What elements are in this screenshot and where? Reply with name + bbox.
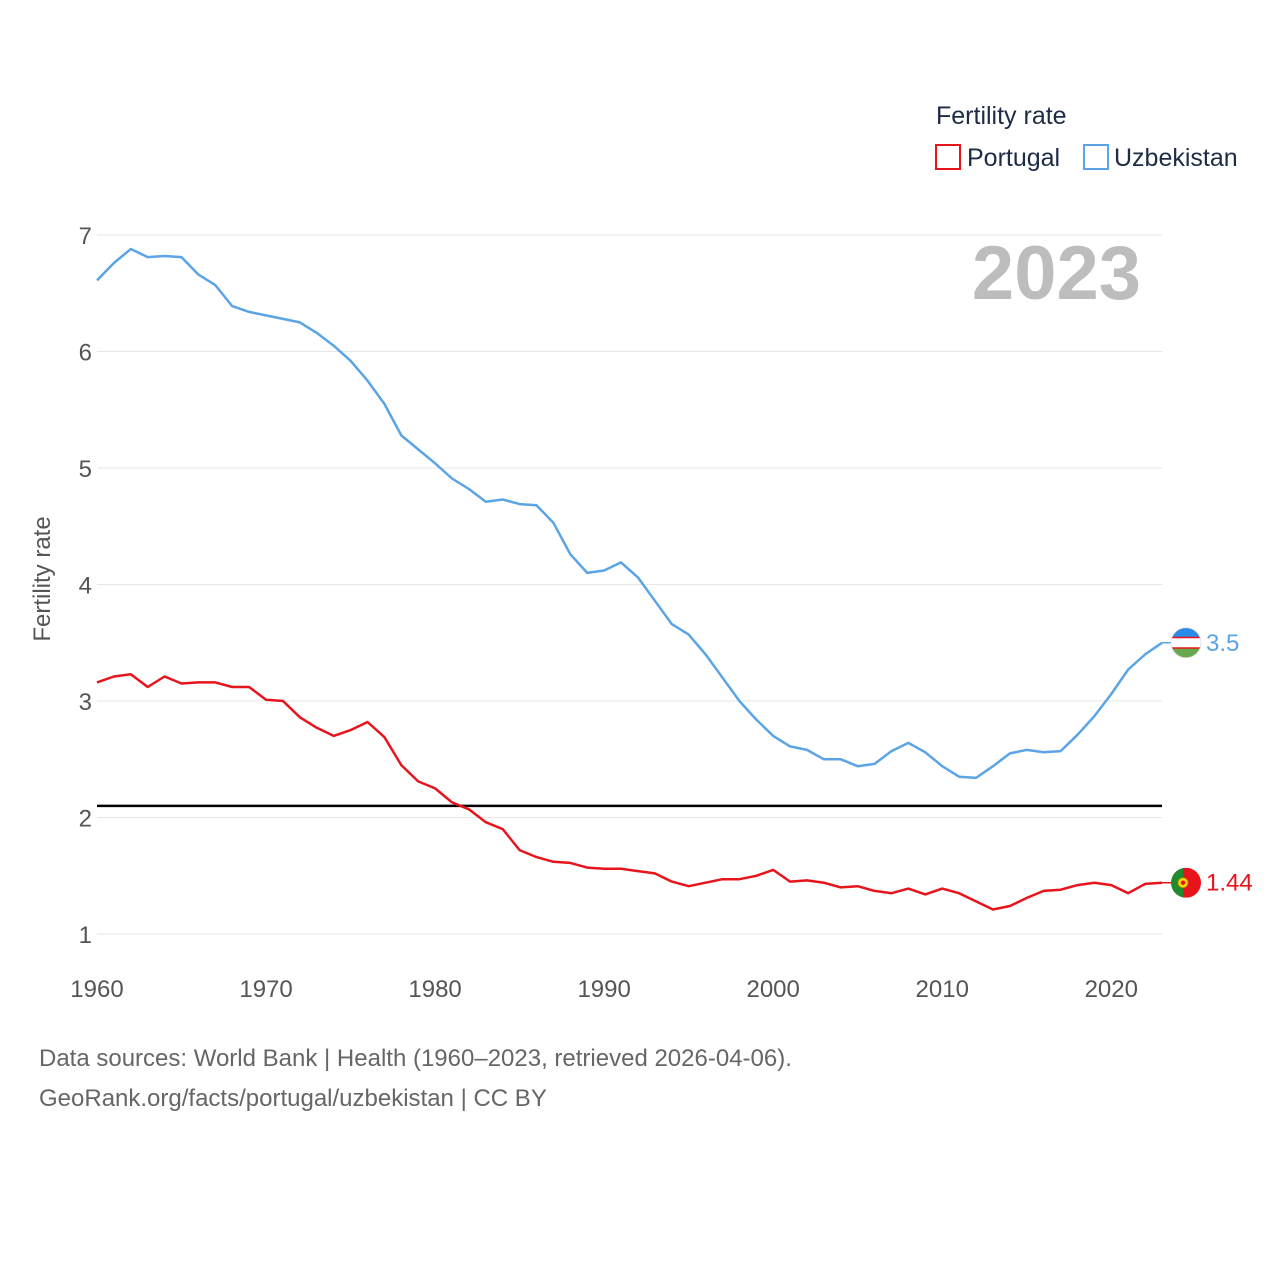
end-label-uzbekistan: 3.5 [1206,630,1239,657]
y-tick-label: 5 [79,456,92,483]
footer-link[interactable]: GeoRank.org/facts/portugal/uzbekistan | … [39,1085,547,1112]
series-line-portugal[interactable] [96,672,1163,911]
fertility-rate-chart: 1 2 3 4 5 6 7 1960 1970 1980 1990 2000 2010 2020 Fer… [29,102,1253,1003]
end-label-portugal: 1.44 [1206,870,1253,897]
y-tick-label: 6 [79,340,92,367]
series-lines [96,247,1163,911]
x-tick-label: 2020 [1085,976,1138,1003]
x-tick-label: 2010 [916,976,969,1003]
legend: Fertility rate Portugal Uzbekistan [935,102,1238,172]
x-tick-label: 1960 [70,976,123,1003]
series-line-uzbekistan[interactable] [96,247,1163,780]
y-tick-label: 1 [79,922,92,949]
portugal-flag-icon [1171,867,1201,898]
end-markers: 3.5 1.44 [1162,627,1253,898]
legend-title: Fertility rate [936,102,1067,130]
y-tick-label: 4 [79,573,92,600]
year-label: 2023 [972,231,1141,316]
x-tick-label: 2000 [746,976,799,1003]
y-tick-label: 2 [79,806,92,833]
y-axis-ticks: 1 2 3 4 5 6 7 [79,223,92,949]
gridlines [97,234,1162,935]
y-tick-label: 7 [79,223,92,250]
x-tick-label: 1970 [239,976,292,1003]
x-tick-label: 1980 [408,976,461,1003]
x-axis-ticks: 1960 1970 1980 1990 2000 2010 2020 [70,976,1138,1003]
legend-item-portugal[interactable]: Portugal [935,144,1060,172]
legend-label-uzbekistan: Uzbekistan [1114,144,1238,172]
legend-swatch-uzbekistan [1083,144,1109,170]
footer-source: Data sources: World Bank | Health (1960–… [39,1045,792,1072]
x-tick-label: 1990 [577,976,630,1003]
y-tick-label: 3 [79,689,92,716]
legend-label-portugal: Portugal [967,144,1060,172]
legend-item-uzbekistan[interactable]: Uzbekistan [1083,144,1238,172]
y-axis-label: Fertility rate [29,516,56,641]
uzbekistan-flag-icon [1170,627,1202,659]
legend-swatch-portugal [935,144,961,170]
